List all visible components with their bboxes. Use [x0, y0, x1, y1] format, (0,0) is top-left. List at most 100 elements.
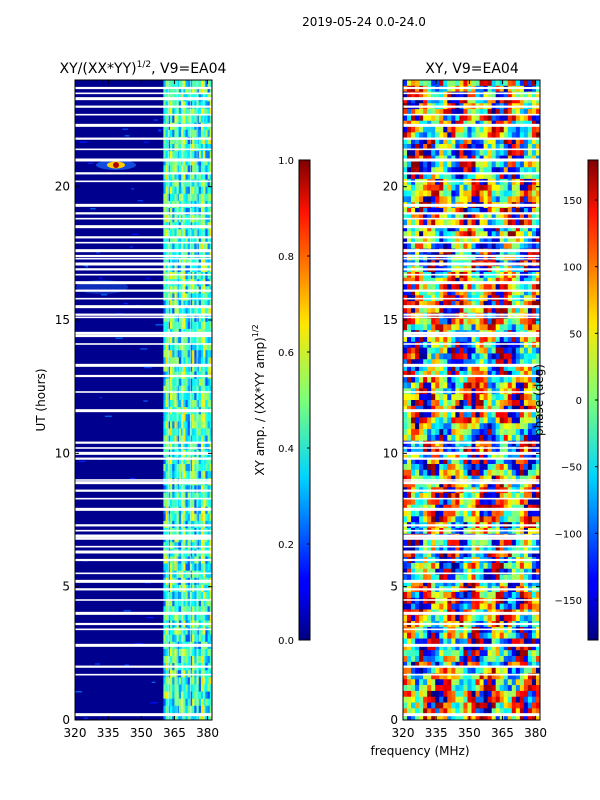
amp-cell — [187, 87, 191, 95]
phase-cell — [451, 80, 456, 87]
amp-cell — [187, 208, 191, 216]
amp-cell — [209, 385, 212, 394]
amp-cell — [163, 80, 166, 88]
flag-gap — [75, 665, 212, 668]
phase-cell — [483, 161, 489, 168]
phase-cell — [503, 254, 509, 261]
amp-cell — [165, 129, 169, 138]
phase-cell — [527, 370, 533, 378]
phase-cell — [479, 516, 484, 523]
amp-cell — [203, 343, 206, 351]
amp-cell — [198, 144, 202, 152]
phase-cell — [451, 446, 456, 453]
flag-gap — [75, 297, 212, 300]
phase-cell — [443, 452, 448, 459]
phase-cell — [535, 370, 540, 378]
amp-cell — [167, 336, 171, 344]
phase-cell — [427, 464, 432, 471]
amp-cell — [163, 442, 166, 451]
phase-cell — [479, 341, 484, 349]
phase-cell — [499, 289, 505, 296]
phase-cell — [499, 231, 505, 238]
amp-cell — [176, 634, 180, 643]
phase-cell — [503, 277, 509, 285]
phase-cell — [423, 289, 428, 296]
phase-cell — [431, 161, 436, 168]
phase-cell — [411, 551, 416, 558]
amp-cell — [172, 108, 175, 116]
amp-cell — [178, 698, 182, 707]
phase-cell — [431, 231, 436, 238]
phase-cell — [511, 91, 517, 98]
amp-cell — [163, 87, 166, 95]
phase-cell — [423, 411, 428, 418]
phase-cell — [531, 109, 537, 116]
phase-cell — [527, 312, 533, 319]
amp-cell — [163, 193, 166, 202]
phase-cell — [435, 312, 440, 319]
amp-cell — [176, 528, 180, 536]
phase-cell — [451, 242, 456, 250]
amp-cell — [167, 357, 171, 365]
phase-cell — [479, 114, 484, 122]
amp-cell — [189, 592, 193, 600]
phase-cell — [427, 80, 432, 87]
amp-cell — [194, 421, 197, 429]
phase-cell — [511, 306, 517, 314]
phase-cell — [483, 219, 489, 226]
amp-cell — [185, 400, 189, 408]
amp-cell — [187, 307, 191, 316]
amp-cell — [194, 243, 197, 252]
amp-cell — [165, 563, 169, 572]
phase-cell — [419, 225, 424, 232]
phase-cell — [407, 283, 412, 290]
phase-cell — [447, 551, 452, 558]
amp-cell — [205, 165, 208, 173]
amp-cell — [196, 272, 200, 280]
amp-cell — [187, 321, 191, 330]
amp-cell — [194, 336, 197, 344]
amp-cell — [194, 705, 197, 714]
amp-cell — [192, 606, 195, 614]
phase-cell — [471, 405, 476, 413]
phase-cell — [499, 219, 505, 226]
amp-cell — [207, 101, 211, 109]
amp-cell — [203, 186, 206, 195]
phase-cell — [439, 336, 444, 343]
amp-cell — [174, 115, 178, 124]
amp-cell — [183, 108, 186, 116]
phase-cell — [519, 283, 525, 290]
phase-cell — [403, 493, 408, 500]
phase-cell — [519, 539, 525, 546]
phase-cell — [507, 382, 513, 389]
phase-cell — [443, 365, 448, 372]
phase-cell — [523, 353, 529, 360]
phase-cell — [435, 324, 440, 331]
phase-cell — [463, 469, 468, 477]
flag-gap — [75, 363, 212, 367]
phase-cell — [447, 516, 452, 523]
phase-cell — [531, 161, 537, 168]
phase-cell — [511, 167, 517, 174]
phase-cell — [439, 283, 444, 290]
phase-cell — [535, 289, 540, 296]
flag-gap — [75, 334, 212, 338]
phase-cell — [479, 417, 484, 424]
phase-cell — [527, 208, 533, 215]
phase-cell — [439, 400, 444, 407]
phase-cell — [427, 341, 432, 349]
phase-cell — [423, 283, 428, 290]
amp-speck — [83, 264, 88, 267]
phase-cell — [463, 475, 468, 482]
amp-cell — [176, 343, 180, 351]
phase-cell — [523, 289, 529, 296]
amp-cell — [194, 144, 197, 152]
amp-cell — [163, 513, 166, 522]
phase-cell — [483, 434, 489, 442]
phase-cell — [499, 138, 505, 145]
amp-cell — [167, 165, 171, 173]
phase-cell — [431, 312, 436, 319]
phase-cell — [507, 219, 513, 226]
amp-cell — [203, 400, 206, 408]
amp-cell — [194, 677, 197, 685]
